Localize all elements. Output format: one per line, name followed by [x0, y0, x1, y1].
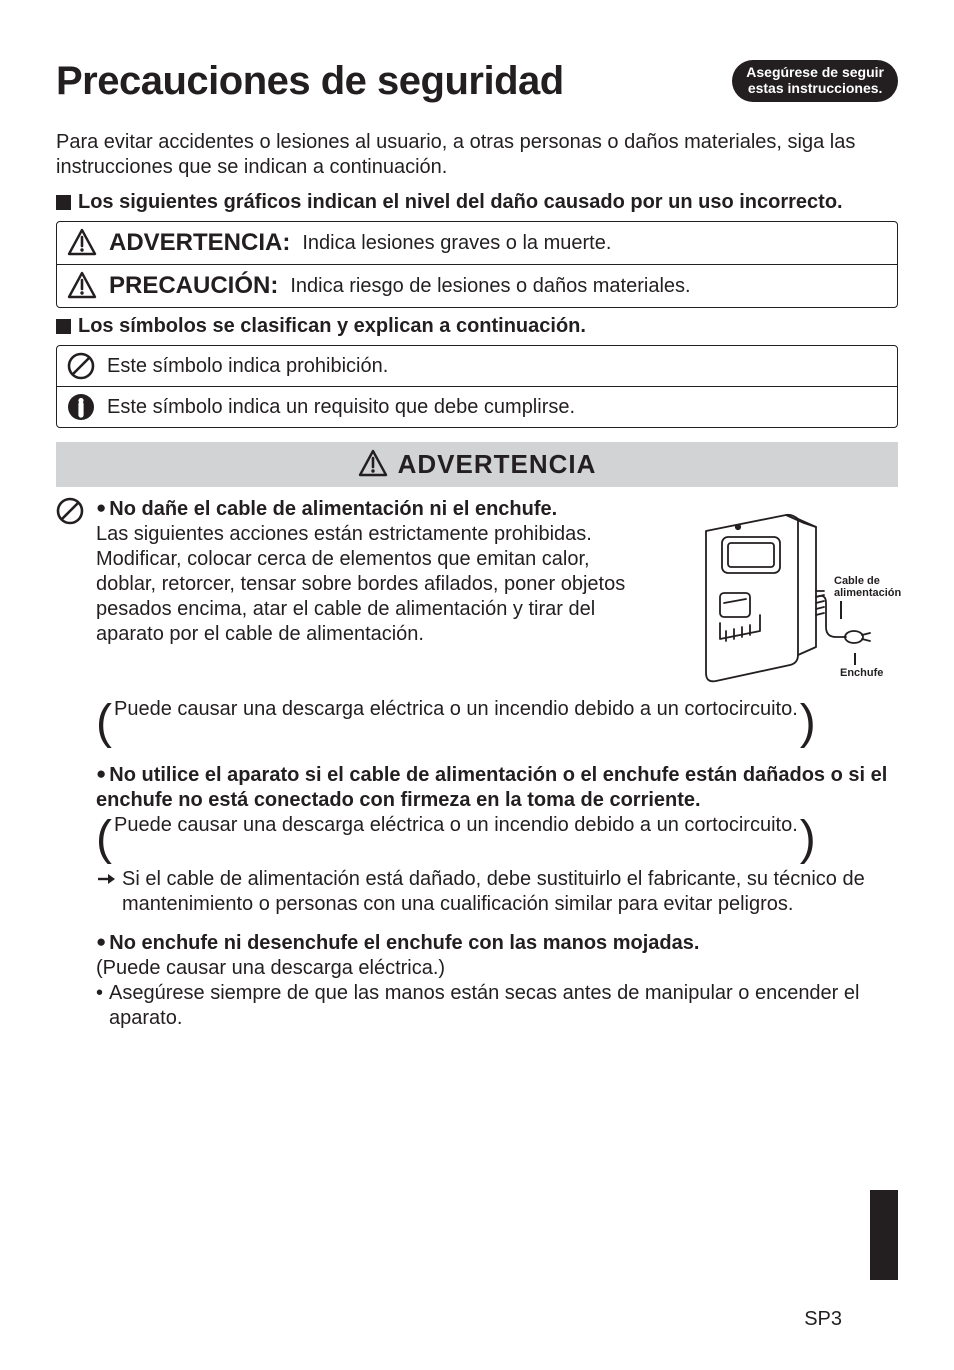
symbols-heading: Los símbolos se clasifican y explican a …	[56, 314, 898, 339]
severity-desc: Indica lesiones graves o la muerte.	[302, 231, 611, 256]
page: Precauciones de seguridad Asegúrese de s…	[56, 56, 898, 1350]
dot-text: Asegúrese siempre de que las manos están…	[109, 981, 898, 1031]
appliance-illustration: Cable de alimentación Enchufe	[668, 497, 898, 697]
item-icon-col	[56, 931, 86, 1031]
page-number: SP3	[804, 1307, 842, 1332]
paren-inline: (Puede causar una descarga eléctrica.)	[96, 956, 898, 981]
arrow-text: Si el cable de alimentación está dañado,…	[122, 867, 898, 917]
mandatory-icon	[67, 393, 95, 421]
symbol-desc: Este símbolo indica un requisito que deb…	[107, 395, 575, 420]
paren-text: Puede causar una descarga eléctrica o un…	[112, 813, 800, 865]
severity-desc: Indica riesgo de lesiones o daños materi…	[290, 274, 690, 299]
paren-open: (	[96, 697, 112, 749]
warning-banner-text: ADVERTENCIA	[398, 448, 597, 481]
pill-line1: Asegúrese de seguir	[746, 64, 884, 80]
severity-row: PRECAUCIÓN: Indica riesgo de lesiones o …	[57, 264, 897, 307]
arrow-right-icon	[96, 871, 116, 887]
parenthetical: ( Puede causar una descarga eléctrica o …	[96, 813, 898, 865]
illus-label-cord: Cable de alimentación	[834, 575, 901, 619]
warning-item: No utilice el aparato si el cable de ali…	[56, 763, 898, 917]
item-title: No dañe el cable de alimentación ni el e…	[96, 497, 654, 522]
pill-line2: estas instrucciones.	[748, 80, 883, 96]
item-text-col: No dañe el cable de alimentación ni el e…	[96, 497, 654, 697]
symbol-row: Este símbolo indica prohibición.	[57, 346, 897, 386]
dot-line: • Asegúrese siempre de que las manos est…	[96, 981, 898, 1031]
paren-open: (	[96, 813, 112, 865]
warning-triangle-icon	[358, 449, 388, 479]
warning-triangle-icon	[67, 228, 97, 258]
symbol-desc: Este símbolo indica prohibición.	[107, 354, 388, 379]
severity-term: PRECAUCIÓN:	[109, 271, 278, 301]
severity-term: ADVERTENCIA:	[109, 228, 290, 258]
paren-close: )	[800, 813, 816, 865]
item-body: No enchufe ni desenchufe el enchufe con …	[96, 931, 898, 1031]
paren-close: )	[800, 697, 816, 749]
item-body-line: Modificar, colocar cerca de elementos qu…	[96, 547, 654, 647]
paren-text: Puede causar una descarga eléctrica o un…	[112, 697, 800, 749]
warning-item: No enchufe ni desenchufe el enchufe con …	[56, 931, 898, 1031]
severity-row: ADVERTENCIA: Indica lesiones graves o la…	[57, 222, 897, 264]
bullet-dot: •	[96, 981, 103, 1006]
warning-item: No dañe el cable de alimentación ni el e…	[56, 497, 898, 749]
warning-banner: ADVERTENCIA	[56, 442, 898, 487]
side-tab	[870, 1190, 898, 1280]
prohibit-icon	[67, 352, 95, 380]
arrow-line: Si el cable de alimentación está dañado,…	[96, 867, 898, 917]
intro-paragraph: Para evitar accidentes o lesiones al usu…	[56, 130, 898, 180]
severity-box: ADVERTENCIA: Indica lesiones graves o la…	[56, 221, 898, 308]
parenthetical: ( Puede causar una descarga eléctrica o …	[96, 697, 898, 749]
title-row: Precauciones de seguridad Asegúrese de s…	[56, 56, 898, 106]
severity-heading: Los siguientes gráficos indican el nivel…	[56, 190, 898, 215]
symbol-row: Este símbolo indica un requisito que deb…	[57, 386, 897, 427]
page-title: Precauciones de seguridad	[56, 56, 564, 106]
item-body: No utilice el aparato si el cable de ali…	[96, 763, 898, 917]
warning-triangle-icon	[67, 271, 97, 301]
symbols-box: Este símbolo indica prohibición. Este sí…	[56, 345, 898, 428]
item-body: No dañe el cable de alimentación ni el e…	[96, 497, 898, 749]
item-title: No utilice el aparato si el cable de ali…	[96, 763, 898, 813]
item-body-line: Las siguientes acciones están estrictame…	[96, 522, 654, 547]
item-title: No enchufe ni desenchufe el enchufe con …	[96, 931, 898, 956]
item-icon-col	[56, 763, 86, 917]
prohibit-icon	[56, 497, 84, 525]
item-body-top: No dañe el cable de alimentación ni el e…	[96, 497, 898, 697]
illus-label-plug: Enchufe	[840, 653, 883, 679]
instruction-pill: Asegúrese de seguir estas instrucciones.	[732, 60, 898, 102]
item-icon-col	[56, 497, 86, 749]
